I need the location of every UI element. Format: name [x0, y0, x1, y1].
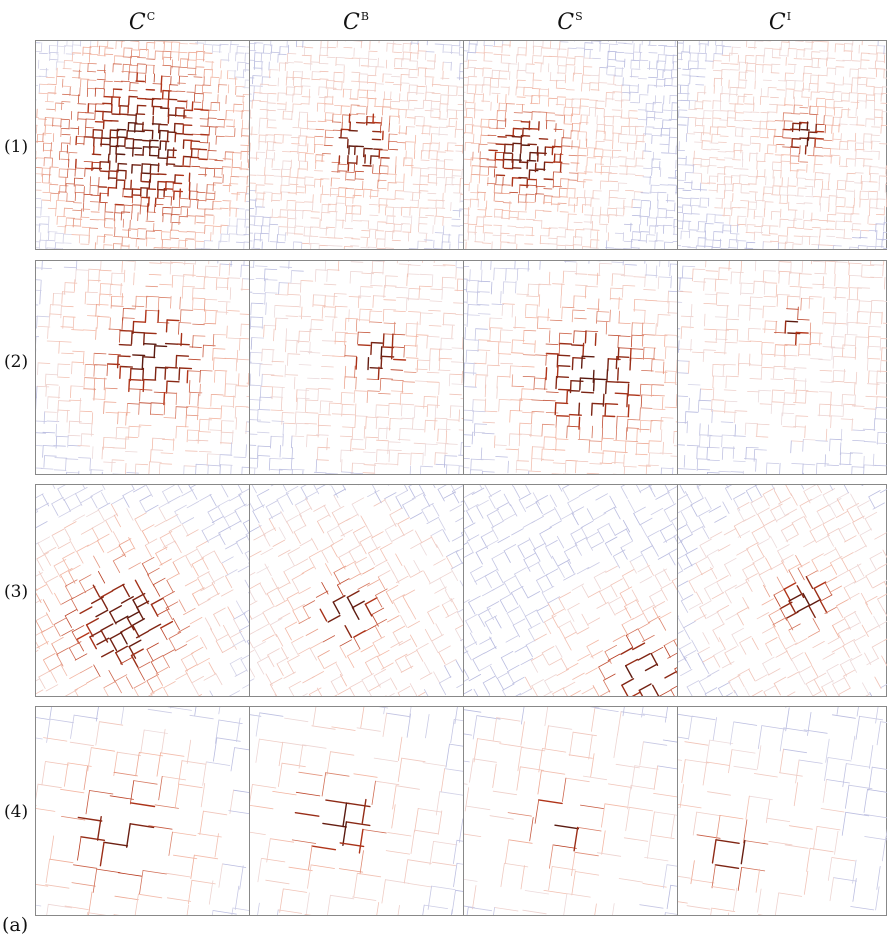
street-network-map — [678, 707, 887, 915]
street-network-map — [36, 485, 249, 696]
row-label-2: (2) — [4, 352, 29, 372]
map-panel-row1-closeness — [36, 41, 250, 249]
street-network-map — [464, 261, 677, 474]
column-header-closeness: CC — [35, 4, 249, 36]
map-panel-row1-betweenness — [250, 41, 464, 249]
map-panel-row3-information — [678, 485, 887, 696]
map-row-1 — [35, 40, 887, 250]
street-network-map — [250, 485, 463, 696]
column-superscript: S — [575, 10, 583, 23]
map-panel-row4-betweenness — [250, 707, 464, 915]
map-row-2 — [35, 260, 887, 475]
map-panel-row3-straightness — [464, 485, 678, 696]
street-network-map — [678, 41, 887, 249]
column-symbol: C — [557, 10, 575, 35]
column-header-information: CI — [673, 4, 887, 36]
street-network-map — [36, 707, 249, 915]
column-superscript: I — [786, 10, 792, 23]
street-network-map — [678, 485, 887, 696]
map-panel-row4-straightness — [464, 707, 678, 915]
column-superscript: B — [360, 10, 369, 23]
street-network-map — [250, 261, 463, 474]
column-superscript: C — [146, 10, 156, 23]
street-network-map — [464, 41, 677, 249]
street-network-map — [678, 261, 887, 474]
map-panel-row2-straightness — [464, 261, 678, 474]
column-symbol: C — [128, 10, 146, 35]
map-panel-row2-betweenness — [250, 261, 464, 474]
map-row-4 — [35, 706, 887, 916]
row-label-1: (1) — [4, 137, 29, 157]
column-header-straightness: CS — [463, 4, 677, 36]
street-network-map — [36, 41, 249, 249]
map-panel-row4-information — [678, 707, 887, 915]
map-panel-row2-closeness — [36, 261, 250, 474]
map-row-3 — [35, 484, 887, 697]
street-network-map — [464, 707, 677, 915]
street-network-map — [464, 485, 677, 696]
map-panel-row2-information — [678, 261, 887, 474]
map-panel-row3-betweenness — [250, 485, 464, 696]
map-panel-row1-information — [678, 41, 887, 249]
column-header-betweenness: CB — [249, 4, 463, 36]
map-panel-row1-straightness — [464, 41, 678, 249]
row-label-3: (3) — [4, 582, 29, 602]
street-network-map — [250, 707, 463, 915]
street-network-map — [250, 41, 463, 249]
column-symbol: C — [343, 10, 360, 35]
column-symbol: C — [768, 10, 786, 35]
row-label-4: (4) — [4, 802, 29, 822]
figure-label: (a) — [2, 914, 29, 936]
street-network-map — [36, 261, 249, 474]
map-panel-row3-closeness — [36, 485, 250, 696]
map-panel-row4-closeness — [36, 707, 250, 915]
